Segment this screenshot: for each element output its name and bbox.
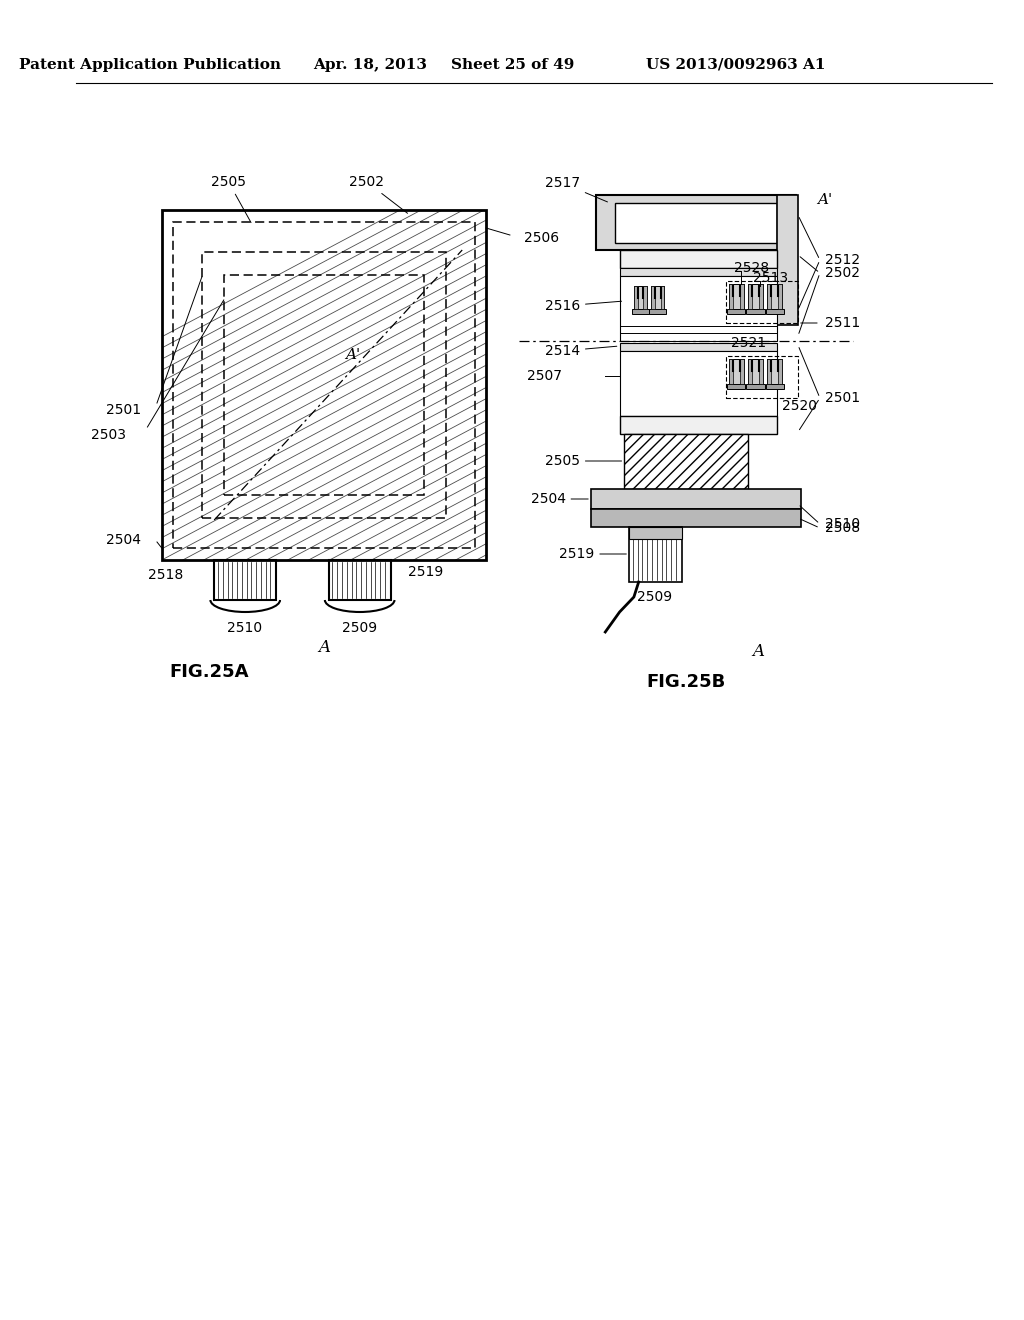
Text: 2513: 2513 [753, 271, 788, 285]
Bar [729, 359, 733, 384]
Bar [162, 210, 486, 560]
Bar [620, 276, 777, 341]
Bar [651, 286, 665, 314]
Bar [629, 527, 682, 582]
Text: 2507: 2507 [527, 370, 562, 383]
Bar [649, 309, 667, 314]
Bar [629, 527, 682, 539]
Text: 2521: 2521 [731, 337, 766, 350]
Text: 2503: 2503 [90, 428, 126, 442]
Bar [778, 284, 781, 309]
Text: 2519: 2519 [559, 546, 627, 561]
Bar [746, 309, 765, 314]
Bar [749, 359, 753, 384]
Bar [625, 434, 749, 488]
Bar [759, 359, 763, 384]
Text: 2505: 2505 [211, 176, 251, 223]
Text: 2502: 2502 [824, 267, 860, 280]
Text: 2511: 2511 [824, 315, 860, 330]
Bar [777, 195, 798, 325]
Bar [224, 275, 424, 495]
Bar [591, 488, 801, 510]
Text: A': A' [817, 193, 833, 207]
Bar [767, 359, 771, 384]
Bar [591, 510, 801, 527]
Bar [766, 309, 783, 314]
Text: Apr. 18, 2013: Apr. 18, 2013 [312, 58, 427, 73]
Bar [726, 281, 798, 323]
Text: A': A' [345, 348, 360, 362]
Text: 2508: 2508 [824, 521, 860, 535]
Bar [767, 359, 781, 389]
Text: 2519: 2519 [408, 565, 443, 579]
Text: 2501: 2501 [824, 391, 860, 405]
Text: 2509: 2509 [342, 620, 377, 635]
Bar [651, 286, 655, 309]
Bar [766, 384, 783, 389]
Bar [749, 284, 753, 309]
Bar [746, 384, 765, 389]
Bar [614, 203, 777, 243]
Bar [739, 284, 743, 309]
Text: 2506: 2506 [524, 231, 559, 246]
Bar [620, 249, 777, 268]
Bar [202, 252, 446, 517]
Text: FIG.25A: FIG.25A [170, 663, 249, 681]
Bar [632, 309, 649, 314]
Text: 2517: 2517 [545, 176, 607, 202]
Bar [729, 359, 743, 389]
Bar [620, 416, 777, 434]
Bar [660, 286, 665, 309]
Text: US 2013/0092963 A1: US 2013/0092963 A1 [646, 58, 825, 73]
Bar [634, 286, 638, 309]
Text: 2504: 2504 [530, 492, 588, 506]
Bar [729, 284, 743, 314]
Bar [596, 195, 796, 249]
Text: 2501: 2501 [105, 403, 140, 417]
Bar [643, 286, 647, 309]
Text: 2510: 2510 [227, 620, 262, 635]
Text: 2502: 2502 [349, 176, 408, 214]
Bar [767, 284, 771, 309]
Text: Patent Application Publication: Patent Application Publication [19, 58, 282, 73]
Bar [729, 284, 733, 309]
Text: Sheet 25 of 49: Sheet 25 of 49 [451, 58, 574, 73]
Text: 2512: 2512 [824, 253, 860, 267]
Bar [214, 560, 276, 601]
Bar [173, 222, 474, 548]
Text: 2505: 2505 [545, 454, 622, 469]
Bar [620, 351, 777, 416]
Text: 2504: 2504 [105, 533, 140, 546]
Text: A: A [317, 639, 330, 656]
Text: FIG.25B: FIG.25B [647, 673, 726, 690]
Bar [620, 268, 777, 276]
Bar [634, 286, 647, 314]
Bar [749, 359, 763, 389]
Bar [767, 284, 781, 314]
Bar [749, 284, 763, 314]
Text: 2528: 2528 [734, 261, 769, 275]
Bar [727, 384, 745, 389]
Bar [620, 343, 777, 351]
Text: 2518: 2518 [148, 568, 183, 582]
Text: 2509: 2509 [637, 590, 673, 605]
Bar [778, 359, 781, 384]
Bar [739, 359, 743, 384]
Text: 2510: 2510 [824, 517, 860, 531]
Bar [727, 309, 745, 314]
Text: 2514: 2514 [545, 345, 616, 358]
Bar [726, 356, 798, 399]
Text: 2516: 2516 [545, 300, 622, 313]
Text: A: A [752, 644, 764, 660]
Text: 2520: 2520 [781, 399, 817, 413]
Bar [759, 284, 763, 309]
Bar [329, 560, 391, 601]
